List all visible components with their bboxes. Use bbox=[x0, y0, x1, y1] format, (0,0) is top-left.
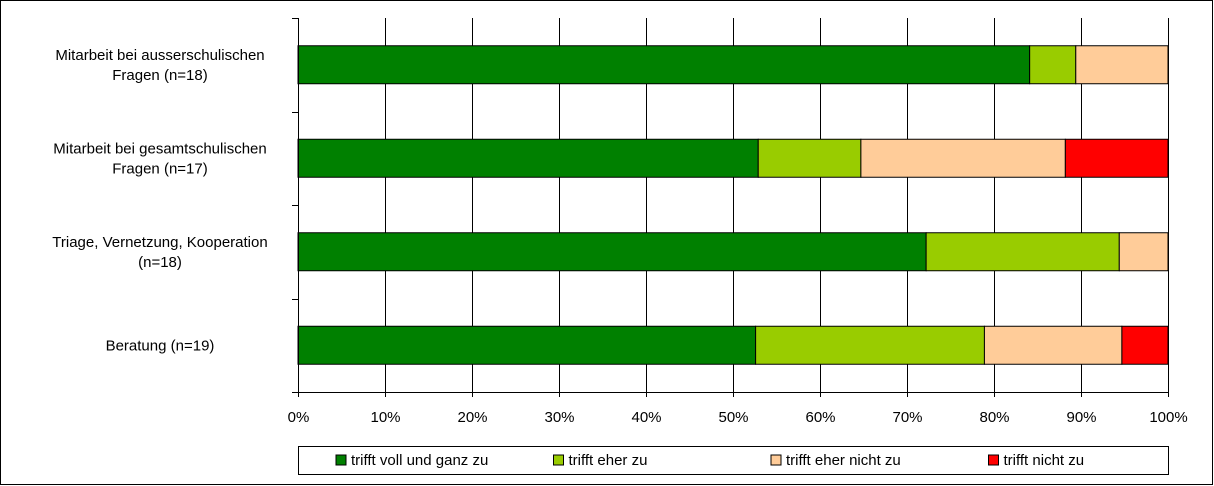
x-tick-label: 10% bbox=[370, 409, 400, 426]
category-labels: Mitarbeit bei ausserschulischen Fragen (n… bbox=[52, 47, 267, 355]
x-tick-label: 80% bbox=[979, 409, 1009, 426]
bars bbox=[297, 45, 1169, 365]
bar-segment bbox=[1064, 138, 1169, 178]
bar-segment bbox=[297, 232, 927, 272]
bar-segment bbox=[1029, 45, 1077, 85]
legend-label: trifft voll und ganz zu bbox=[351, 452, 488, 469]
x-tick-label: 50% bbox=[718, 409, 748, 426]
legend-swatch bbox=[770, 454, 782, 466]
legend-swatch bbox=[553, 454, 564, 466]
x-tick-label: 90% bbox=[1066, 409, 1096, 426]
legend-swatch bbox=[335, 454, 347, 466]
bar-segment bbox=[757, 138, 862, 178]
x-tick-label: 60% bbox=[805, 409, 835, 426]
x-tick-label: 20% bbox=[457, 409, 487, 426]
axes bbox=[292, 18, 1169, 397]
bar-segment bbox=[925, 232, 1120, 272]
x-tick-labels: 0% 10% 20% 30% 40% 50% 60% 70% 80% 90% 100% bbox=[288, 409, 1188, 426]
bar-segment bbox=[1121, 325, 1169, 365]
x-tick-label: 70% bbox=[892, 409, 922, 426]
legend-label: trifft eher nicht zu bbox=[786, 452, 901, 469]
legend-label: trifft eher zu bbox=[569, 452, 648, 469]
bar-segment bbox=[297, 45, 1031, 85]
x-tick-label: 0% bbox=[288, 409, 310, 426]
x-tick-label: 100% bbox=[1149, 409, 1187, 426]
legend: trifft voll und ganz zu trifft eher zu tri… bbox=[298, 446, 1169, 475]
bar-segment bbox=[297, 138, 759, 178]
legend-label: trifft nicht zu bbox=[1004, 452, 1085, 469]
category-label: Triage, Vernetzung, Kooperation (n=18) bbox=[52, 234, 267, 271]
category-label: Mitarbeit bei ausserschulischen Fragen (n… bbox=[55, 47, 264, 84]
x-tick-label: 40% bbox=[631, 409, 661, 426]
legend-swatch bbox=[988, 454, 999, 466]
category-label: Beratung (n=19) bbox=[106, 337, 215, 354]
bar-segment bbox=[860, 138, 1066, 178]
legend-box bbox=[298, 446, 1169, 475]
bar-segment bbox=[1075, 45, 1169, 85]
x-tick-label: 30% bbox=[544, 409, 574, 426]
category-label: Mitarbeit bei gesamtschulischen Fragen (n… bbox=[53, 140, 266, 177]
bar-segment bbox=[1118, 232, 1169, 272]
bar-segment bbox=[983, 325, 1123, 365]
bar-segment bbox=[755, 325, 985, 365]
bar-segment bbox=[297, 325, 757, 365]
